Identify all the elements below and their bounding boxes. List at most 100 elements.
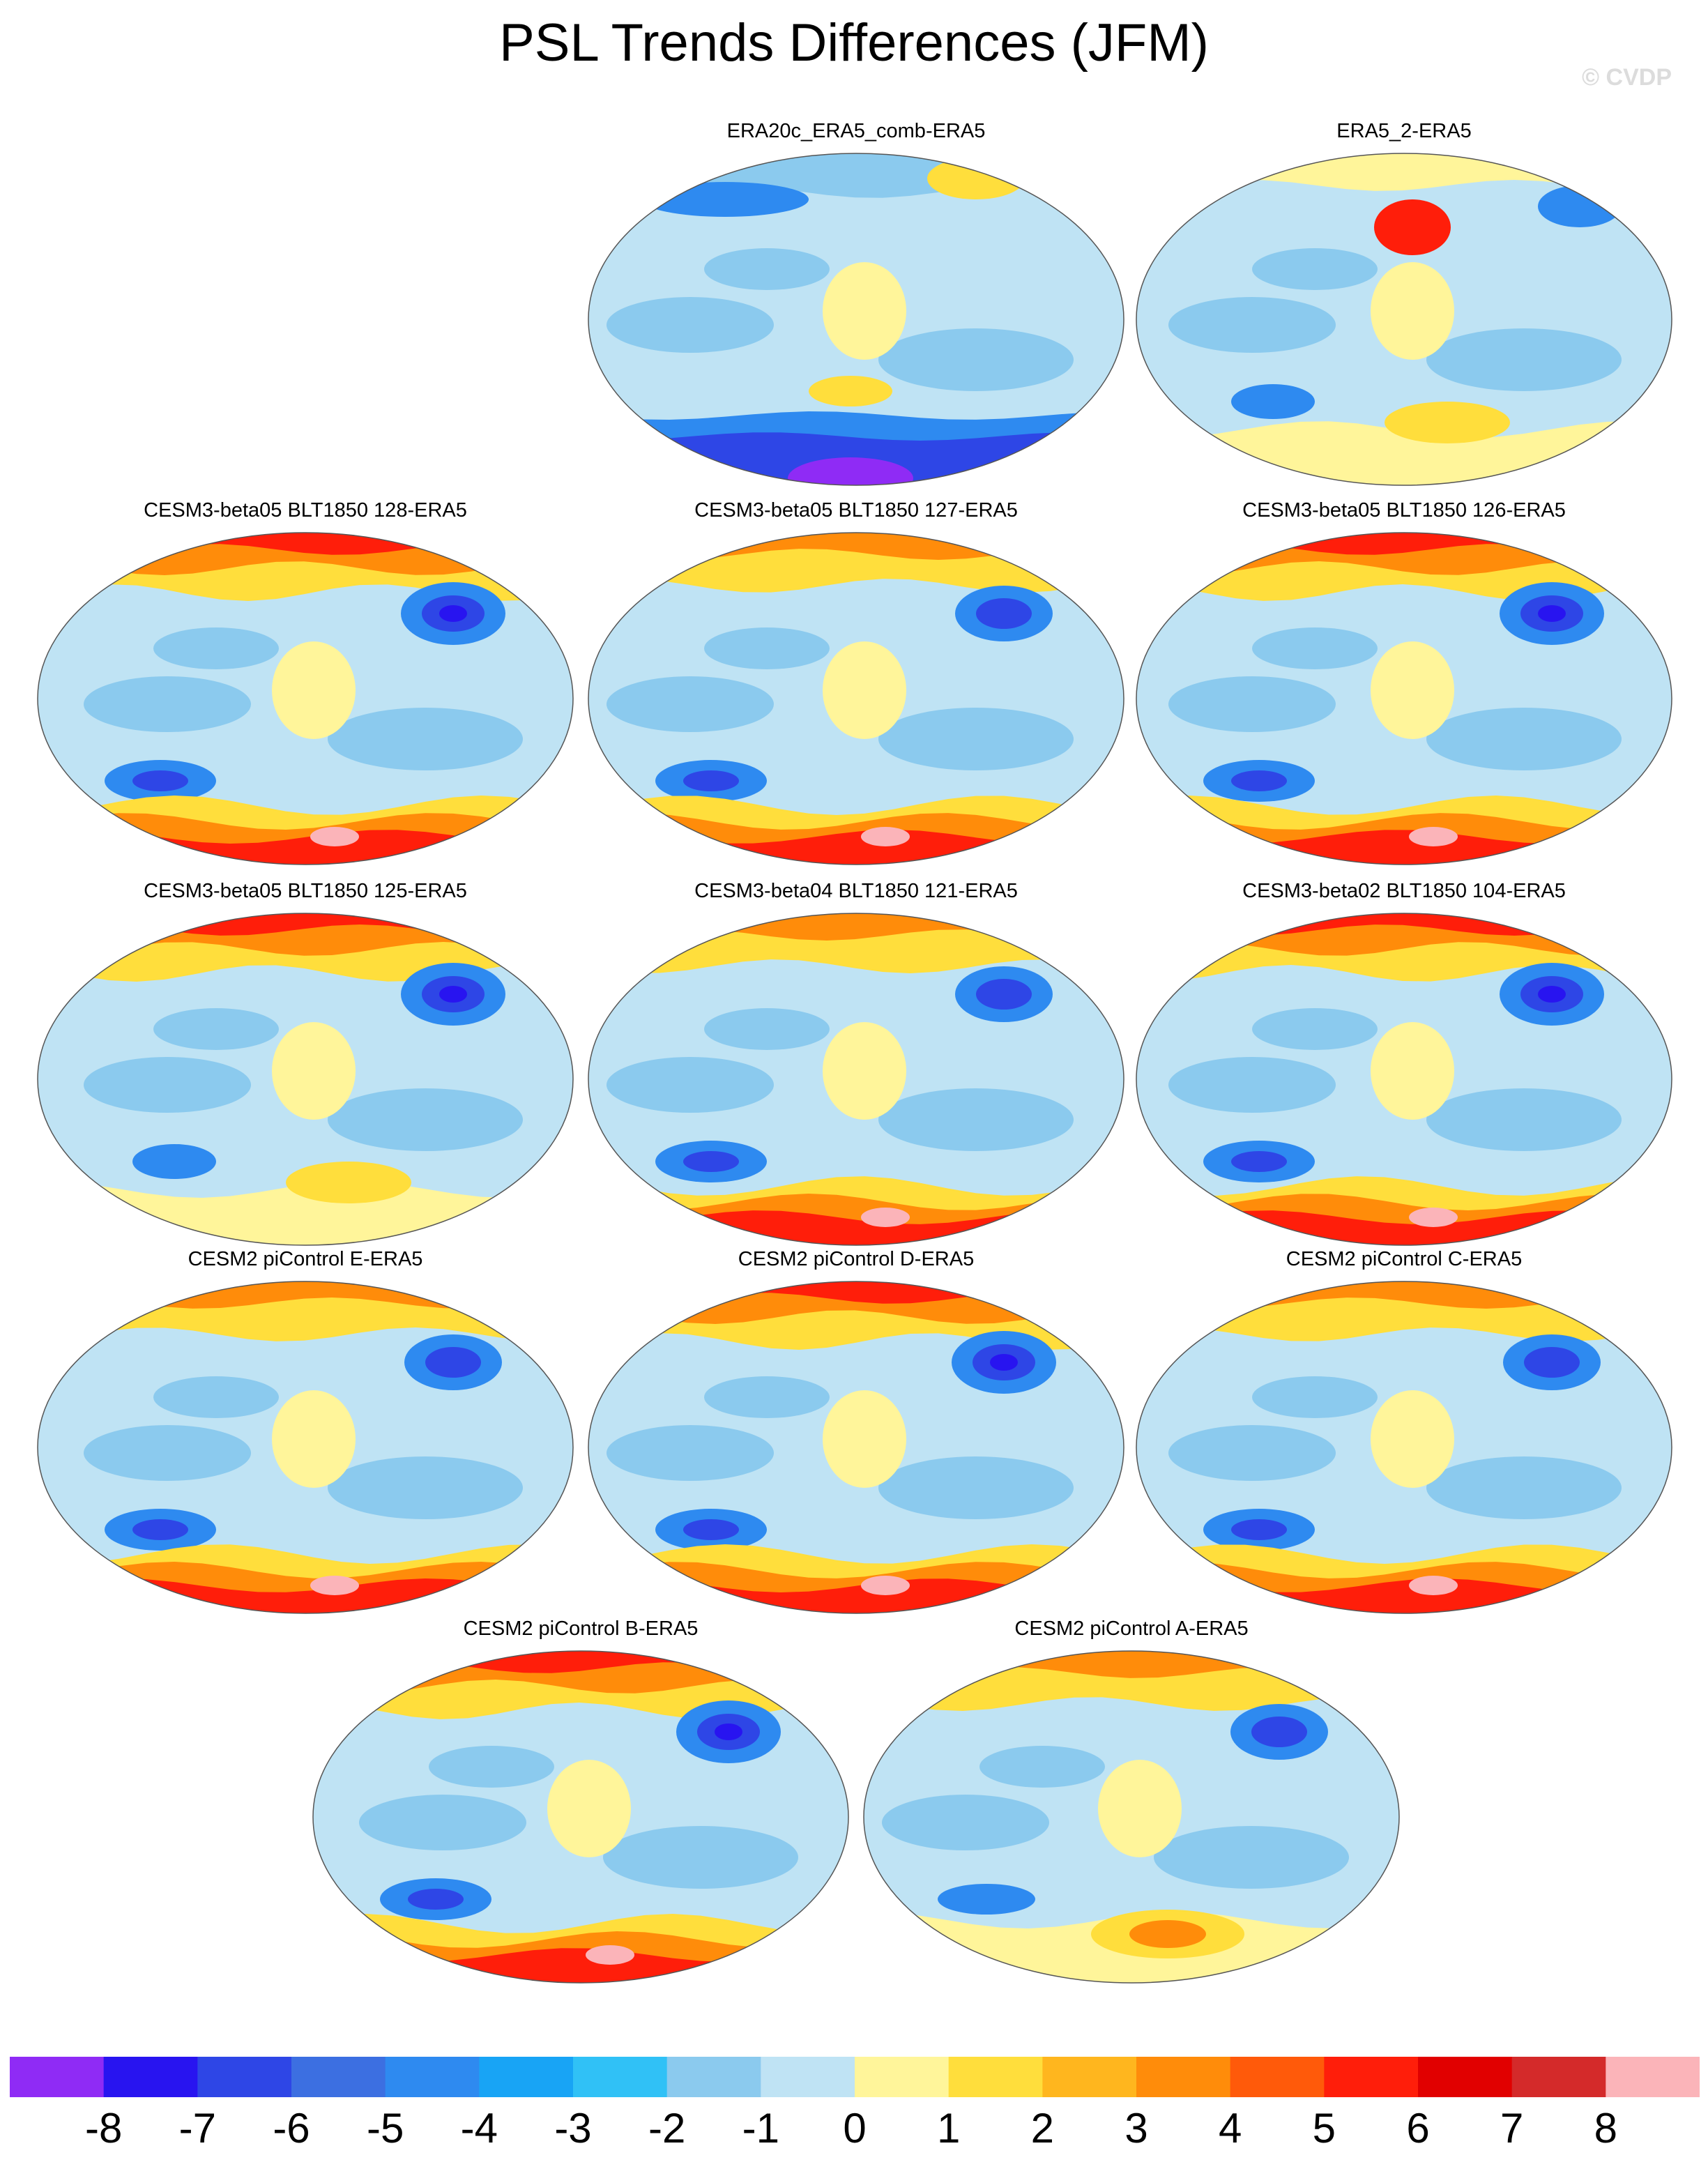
neg-anomaly xyxy=(1252,1376,1378,1418)
map-panel: CESM3-beta05 BLT1850 126-ERA5 xyxy=(1134,499,1675,869)
colorbar-segment xyxy=(1418,2057,1513,2097)
northern-band xyxy=(1136,153,1672,191)
figure-title: PSL Trends Differences (JFM) xyxy=(499,13,1209,73)
neg-anomaly xyxy=(1168,297,1336,353)
neg-anomaly xyxy=(715,1723,742,1740)
pos-anomaly xyxy=(1371,641,1454,739)
robinson-map xyxy=(312,1650,849,1984)
neg-anomaly xyxy=(328,708,523,770)
pos-anomaly xyxy=(1409,1208,1458,1227)
neg-anomaly xyxy=(153,1376,279,1418)
pos-anomaly xyxy=(1371,262,1454,360)
colorbar-tick-label: -8 xyxy=(84,2105,123,2152)
colorbar-tick-label: 0 xyxy=(843,2105,867,2152)
southern-band xyxy=(38,1181,573,1245)
colorbar-segment xyxy=(1324,2057,1419,2097)
northern-band xyxy=(1136,533,1672,555)
panel-title: CESM2 piControl D-ERA5 xyxy=(738,1248,975,1270)
colorbar-tick-label: -3 xyxy=(554,2105,592,2152)
psl-field xyxy=(38,1281,573,1613)
colorbar-tick-label: 5 xyxy=(1312,2105,1336,2152)
northern-band xyxy=(588,1281,1124,1304)
pos-anomaly xyxy=(1409,827,1458,846)
pos-anomaly xyxy=(586,1945,634,1965)
neg-anomaly xyxy=(704,1376,830,1418)
pos-anomaly xyxy=(1129,1920,1206,1948)
map-panel: ERA20c_ERA5_comb-ERA5 xyxy=(586,120,1127,489)
map-panel: CESM2 piControl B-ERA5 xyxy=(310,1618,851,1987)
map-outline xyxy=(1136,532,1672,865)
colorbar-segment xyxy=(385,2057,480,2097)
robinson-map xyxy=(588,153,1124,486)
robinson-map xyxy=(37,913,574,1246)
panel-title: CESM3-beta05 BLT1850 128-ERA5 xyxy=(144,499,467,522)
pos-anomaly xyxy=(286,1162,411,1203)
colorbar-segment xyxy=(103,2057,198,2097)
map-outline xyxy=(588,1281,1124,1614)
colorbar-segment xyxy=(1136,2057,1231,2097)
pos-anomaly xyxy=(1538,913,1649,942)
map-outline xyxy=(863,1650,1400,1984)
southern-band xyxy=(1136,1578,1672,1613)
northern-band xyxy=(588,153,1124,198)
northern-band xyxy=(38,533,573,555)
robinson-map xyxy=(1136,1281,1672,1614)
colorbar-tick-label: 2 xyxy=(1030,2105,1055,2152)
colorbar-segment xyxy=(1606,2057,1700,2097)
robinson-map xyxy=(588,1281,1124,1614)
colorbar-segment xyxy=(1230,2057,1325,2097)
neg-anomaly xyxy=(1154,1826,1349,1889)
map-panel: CESM2 piControl A-ERA5 xyxy=(861,1618,1402,1987)
pos-anomaly xyxy=(272,1390,356,1488)
panel-title: CESM3-beta05 BLT1850 125-ERA5 xyxy=(144,880,467,902)
neg-anomaly xyxy=(84,1425,251,1481)
pos-anomaly xyxy=(823,262,906,360)
panel-title: CESM3-beta05 BLT1850 127-ERA5 xyxy=(694,499,1018,522)
neg-anomaly xyxy=(1426,1456,1622,1519)
neg-anomaly xyxy=(1231,384,1315,419)
northern-band xyxy=(1136,913,1672,956)
neg-anomaly xyxy=(1538,605,1566,622)
pos-anomaly xyxy=(1385,402,1510,443)
pos-anomaly xyxy=(1374,199,1451,255)
neg-anomaly xyxy=(439,986,467,1003)
northern-band xyxy=(864,1651,1399,1678)
neg-anomaly xyxy=(1168,676,1336,732)
colorbar-tick-label: -2 xyxy=(648,2105,686,2152)
pos-anomaly xyxy=(1538,533,1649,561)
map-panel: CESM3-beta05 BLT1850 127-ERA5 xyxy=(586,499,1127,869)
map-outline xyxy=(1136,913,1672,1246)
psl-field xyxy=(588,153,1124,485)
panel-title: ERA5_2-ERA5 xyxy=(1336,120,1472,142)
colorbar-tick-label: 1 xyxy=(936,2105,961,2152)
neg-anomaly xyxy=(603,1826,798,1889)
robinson-map xyxy=(1136,153,1672,486)
pos-anomaly xyxy=(1371,1022,1454,1120)
map-outline xyxy=(37,913,574,1246)
neg-anomaly xyxy=(878,328,1074,391)
neg-anomaly xyxy=(788,457,913,485)
neg-anomaly xyxy=(990,1354,1018,1371)
colorbar-segment xyxy=(1511,2057,1606,2097)
neg-anomaly xyxy=(878,708,1074,770)
colorbar-tick-label: -4 xyxy=(460,2105,498,2152)
neg-anomaly xyxy=(704,627,830,669)
colorbar-segment xyxy=(666,2057,761,2097)
map-panel: CESM3-beta04 BLT1850 121-ERA5 xyxy=(586,880,1127,1249)
neg-anomaly xyxy=(132,770,188,791)
pos-anomaly xyxy=(1098,1760,1182,1857)
neg-anomaly xyxy=(976,598,1032,629)
neg-anomaly xyxy=(704,1008,830,1050)
neg-anomaly xyxy=(429,1746,554,1788)
neg-anomaly xyxy=(607,676,774,732)
neg-anomaly xyxy=(1231,1151,1287,1172)
robinson-map xyxy=(1136,532,1672,865)
neg-anomaly xyxy=(607,1425,774,1481)
robinson-map xyxy=(37,1281,574,1614)
map-panel: CESM2 piControl E-ERA5 xyxy=(35,1248,576,1618)
psl-field xyxy=(313,1651,848,1983)
pos-anomaly xyxy=(439,533,551,561)
neg-anomaly xyxy=(882,1795,1049,1850)
neg-anomaly xyxy=(153,1008,279,1050)
pos-anomaly xyxy=(823,1390,906,1488)
